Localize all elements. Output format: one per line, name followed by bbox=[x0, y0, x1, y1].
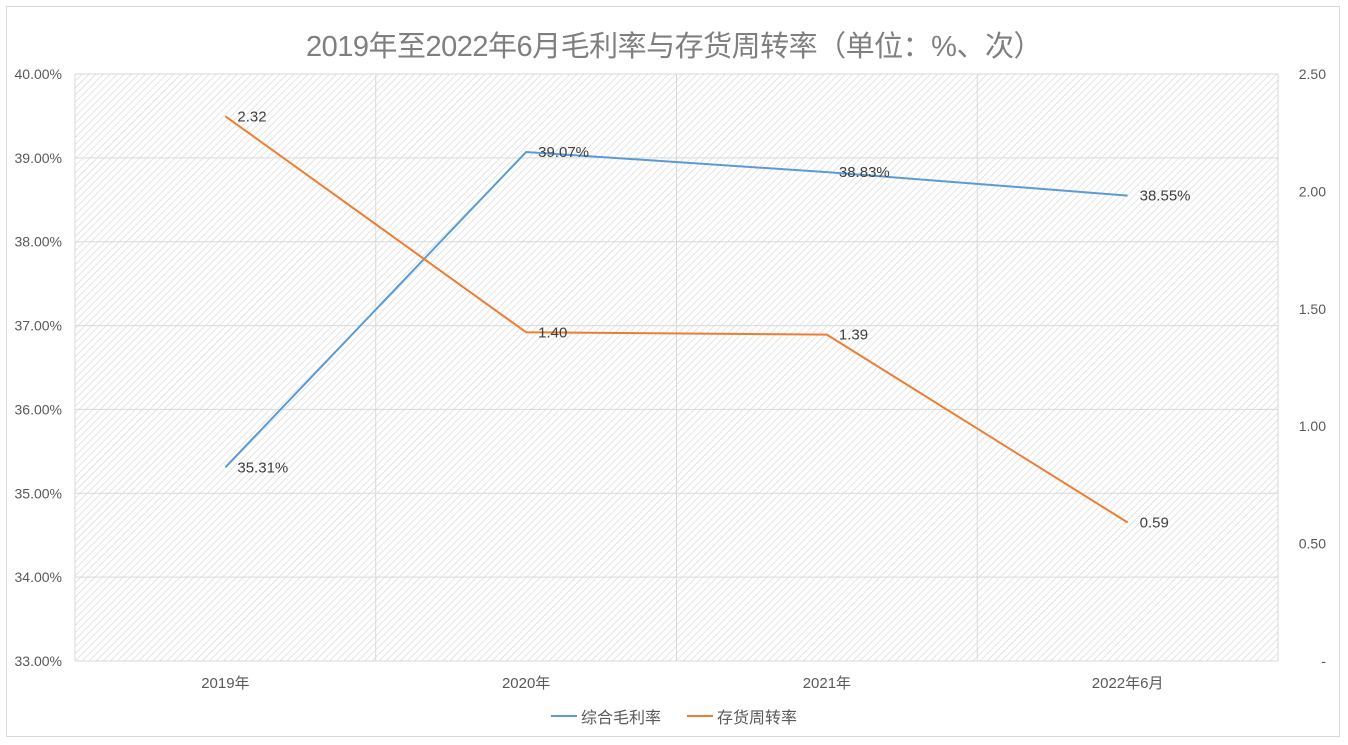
y-right-tick: - bbox=[1321, 653, 1326, 669]
legend-label: 综合毛利率 bbox=[580, 710, 661, 727]
y-right-tick: 2.50 bbox=[1299, 66, 1326, 82]
y-left-tick: 33.00% bbox=[15, 653, 62, 669]
legend-item-inventory-turnover[interactable]: 存货周转率 bbox=[687, 704, 797, 728]
x-tick: 2021年 bbox=[803, 675, 851, 692]
data-label: 0.59 bbox=[1140, 514, 1169, 531]
legend: 综合毛利率 存货周转率 bbox=[0, 704, 1348, 728]
data-label: 35.31% bbox=[237, 459, 288, 476]
data-label: 1.40 bbox=[538, 324, 567, 341]
x-tick: 2019年 bbox=[201, 675, 249, 692]
y-right-tick: 0.50 bbox=[1299, 536, 1326, 552]
y-left-tick: 39.00% bbox=[15, 150, 62, 166]
legend-label: 存货周转率 bbox=[717, 710, 798, 727]
data-label: 38.55% bbox=[1140, 188, 1191, 205]
y-left-tick: 35.00% bbox=[15, 485, 62, 501]
series-lines bbox=[224, 115, 1129, 524]
y-left-tick: 34.00% bbox=[15, 569, 62, 585]
gross-margin-line bbox=[224, 150, 1128, 468]
legend-swatch-blue bbox=[550, 715, 577, 717]
data-label: 38.83% bbox=[839, 164, 890, 181]
data-label: 39.07% bbox=[538, 144, 589, 161]
gridlines bbox=[74, 73, 1279, 662]
data-label: 1.39 bbox=[839, 327, 868, 344]
y-left-tick: 40.00% bbox=[15, 66, 62, 82]
y-axis-right: - 0.50 1.00 1.50 2.00 2.50 bbox=[1299, 66, 1327, 669]
y-left-tick: 37.00% bbox=[15, 318, 62, 334]
inventory-turnover-line bbox=[224, 115, 1129, 524]
x-tick: 2020年 bbox=[502, 675, 550, 692]
y-right-tick: 1.50 bbox=[1299, 301, 1326, 317]
legend-swatch-orange bbox=[687, 715, 713, 717]
y-right-tick: 2.00 bbox=[1299, 183, 1326, 199]
y-right-tick: 1.00 bbox=[1299, 418, 1326, 434]
x-axis: 2019年 2020年 2021年 2022年6月 bbox=[201, 675, 1163, 692]
data-labels: 35.31% 39.07% 38.83% 38.55% 2.32 1.40 1.39 0.59 bbox=[237, 108, 1190, 531]
x-tick: 2022年6月 bbox=[1092, 675, 1164, 692]
y-left-tick: 38.00% bbox=[15, 234, 62, 250]
data-label: 2.32 bbox=[237, 108, 266, 125]
chart-title: 2019年至2022年6月毛利率与存货周转率（单位：%、次） bbox=[306, 31, 1042, 63]
legend-item-gross-margin[interactable]: 综合毛利率 bbox=[550, 704, 661, 728]
y-left-tick: 36.00% bbox=[15, 401, 62, 417]
y-axis-left: 33.00% 34.00% 35.00% 36.00% 37.00% 38.00% 39.0… bbox=[15, 66, 62, 669]
